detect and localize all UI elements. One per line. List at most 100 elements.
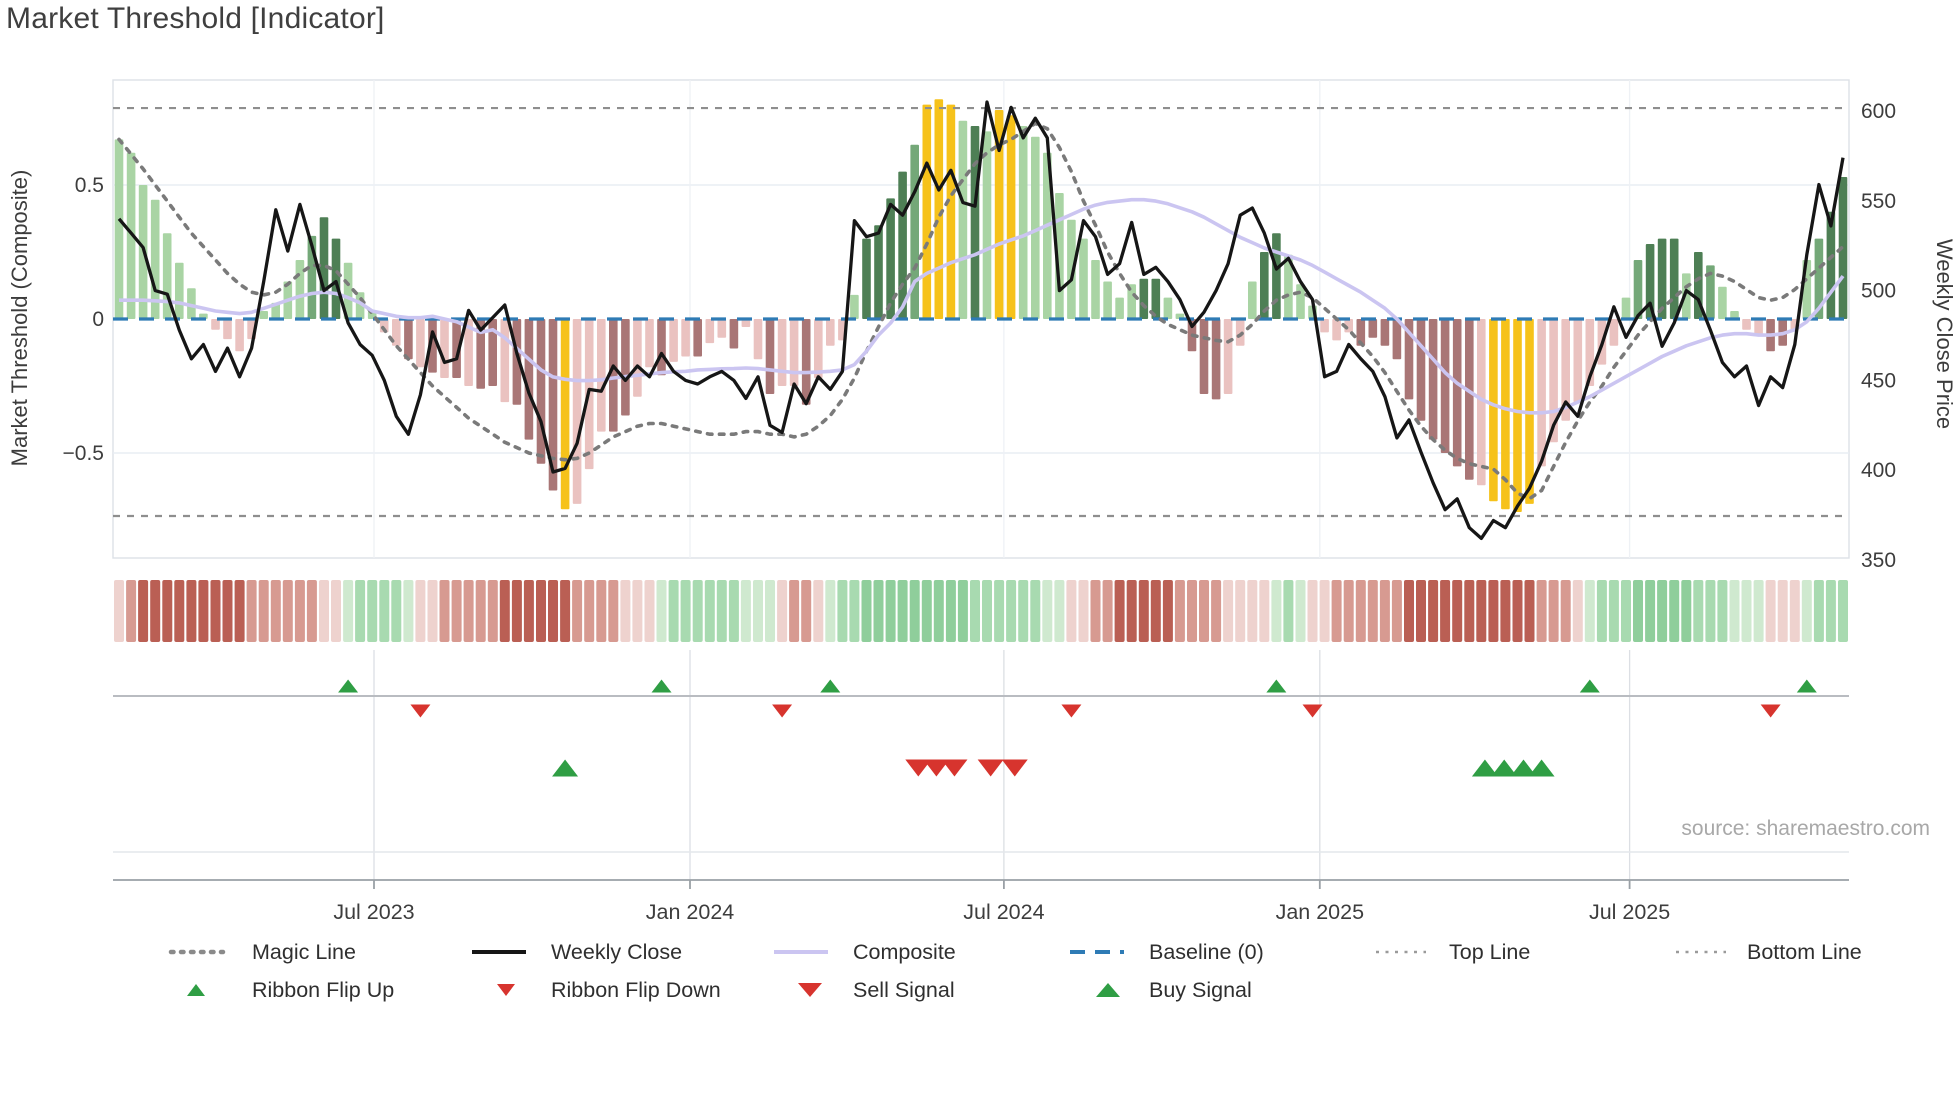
threshold-bar: [500, 319, 510, 403]
right-tick-label: 600: [1861, 100, 1896, 123]
ribbon-cell: [740, 580, 751, 642]
ribbon-flip-down-icon: [1061, 704, 1082, 718]
threshold-bar: [1115, 297, 1124, 319]
threshold-bar: [1260, 252, 1269, 319]
ribbon-cell: [548, 580, 558, 642]
ribbon-cell: [1355, 580, 1366, 642]
buy-signal-icon: [1528, 759, 1555, 777]
threshold-bar: [645, 319, 654, 368]
ribbon-cell: [379, 580, 390, 642]
ribbon-cell: [451, 580, 462, 642]
ribbon-cell: [1536, 580, 1547, 642]
ribbon-cell: [933, 580, 944, 642]
threshold-bar: [1091, 260, 1100, 319]
ribbon-cell: [1162, 580, 1173, 642]
source-credit: source: sharemaestro.com: [1681, 817, 1930, 840]
ribbon-cell: [1247, 580, 1258, 642]
threshold-bar: [850, 294, 859, 319]
ribbon-cell: [656, 580, 667, 642]
ribbon-cell: [1042, 580, 1053, 642]
ribbon-cell: [1379, 580, 1390, 642]
threshold-bar: [1754, 319, 1763, 336]
threshold-bar: [331, 238, 341, 319]
threshold-bar: [175, 262, 184, 319]
ribbon-cell: [1138, 580, 1149, 642]
threshold-bar: [693, 319, 702, 357]
ribbon-cell: [150, 580, 161, 642]
threshold-bar: [295, 260, 305, 319]
threshold-bar: [994, 110, 1004, 319]
ribbon-flip-down-icon: [772, 704, 793, 718]
buy-signal-icon: [552, 759, 579, 777]
ribbon-cell: [789, 580, 800, 642]
buy-signal-icon: [1491, 759, 1518, 777]
ribbon-cell: [1741, 580, 1752, 642]
x-tick-label: Jul 2024: [963, 900, 1044, 924]
ribbon-cell: [258, 580, 269, 642]
ribbon-cell: [475, 580, 486, 642]
ribbon-cell: [957, 580, 968, 642]
threshold-bar: [259, 311, 268, 319]
ribbon-cell: [1428, 580, 1439, 642]
right-tick-label: 350: [1861, 549, 1896, 572]
ribbon-cell: [1657, 580, 1668, 642]
threshold-bar: [1248, 281, 1257, 319]
ribbon-cell: [970, 580, 980, 642]
ribbon-cell: [536, 580, 546, 642]
threshold-bar: [1657, 238, 1667, 319]
ribbon-cell: [1500, 580, 1511, 642]
ribbon-cell: [692, 580, 703, 642]
ribbon-cell: [1283, 580, 1294, 642]
ribbon-flip-up-icon: [1796, 679, 1817, 693]
ribbon-cell: [644, 580, 655, 642]
ribbon-cell: [680, 580, 691, 642]
threshold-bar: [1730, 311, 1739, 319]
threshold-bar: [1272, 233, 1281, 319]
ribbon-cell: [897, 580, 908, 642]
threshold-bar: [548, 319, 558, 491]
threshold-bar: [765, 319, 775, 394]
ribbon-cell: [1006, 580, 1017, 642]
threshold-bars: [114, 99, 1848, 512]
ribbon-cell: [306, 580, 317, 642]
ribbon-cell: [1789, 580, 1800, 642]
ribbon-cell: [1223, 580, 1234, 642]
threshold-bar: [970, 126, 980, 319]
right-tick-label: 400: [1861, 459, 1896, 482]
threshold-bar: [1465, 319, 1474, 480]
threshold-bar: [1320, 319, 1329, 333]
threshold-bar: [1163, 297, 1173, 319]
ribbon-cell: [1259, 580, 1270, 642]
x-tick-label: Jan 2025: [1276, 900, 1365, 924]
threshold-bar: [1428, 319, 1438, 440]
threshold-bar: [862, 238, 871, 319]
threshold-bar: [1031, 136, 1040, 319]
threshold-bar: [1814, 238, 1824, 319]
threshold-bar: [1404, 319, 1414, 400]
threshold-bar: [452, 319, 461, 378]
ribbon-cell: [114, 580, 124, 642]
ribbon-cell: [126, 580, 137, 642]
threshold-bar: [621, 319, 630, 416]
ribbon-cell: [1391, 580, 1402, 642]
ribbon-cell: [270, 580, 281, 642]
threshold-bar: [982, 131, 992, 319]
threshold-bar: [934, 99, 944, 319]
ribbon-cell: [716, 580, 727, 642]
ribbon-flip-down-icon: [1302, 704, 1323, 718]
ribbon-flip-down-icon: [410, 704, 431, 718]
threshold-bar: [1669, 238, 1679, 319]
threshold-bar: [1489, 319, 1498, 502]
ribbon-cell: [1476, 580, 1487, 642]
ribbon-cell: [1090, 580, 1101, 642]
threshold-bar: [536, 319, 546, 464]
ribbon-cell: [1717, 580, 1728, 642]
threshold-bar: [1392, 319, 1402, 360]
ribbon-cell: [1271, 580, 1282, 642]
threshold-bar: [416, 319, 425, 368]
ribbon-cell: [861, 580, 872, 642]
ribbon-cell: [1608, 580, 1619, 642]
threshold-bar: [488, 319, 497, 386]
threshold-bar: [1452, 319, 1462, 467]
